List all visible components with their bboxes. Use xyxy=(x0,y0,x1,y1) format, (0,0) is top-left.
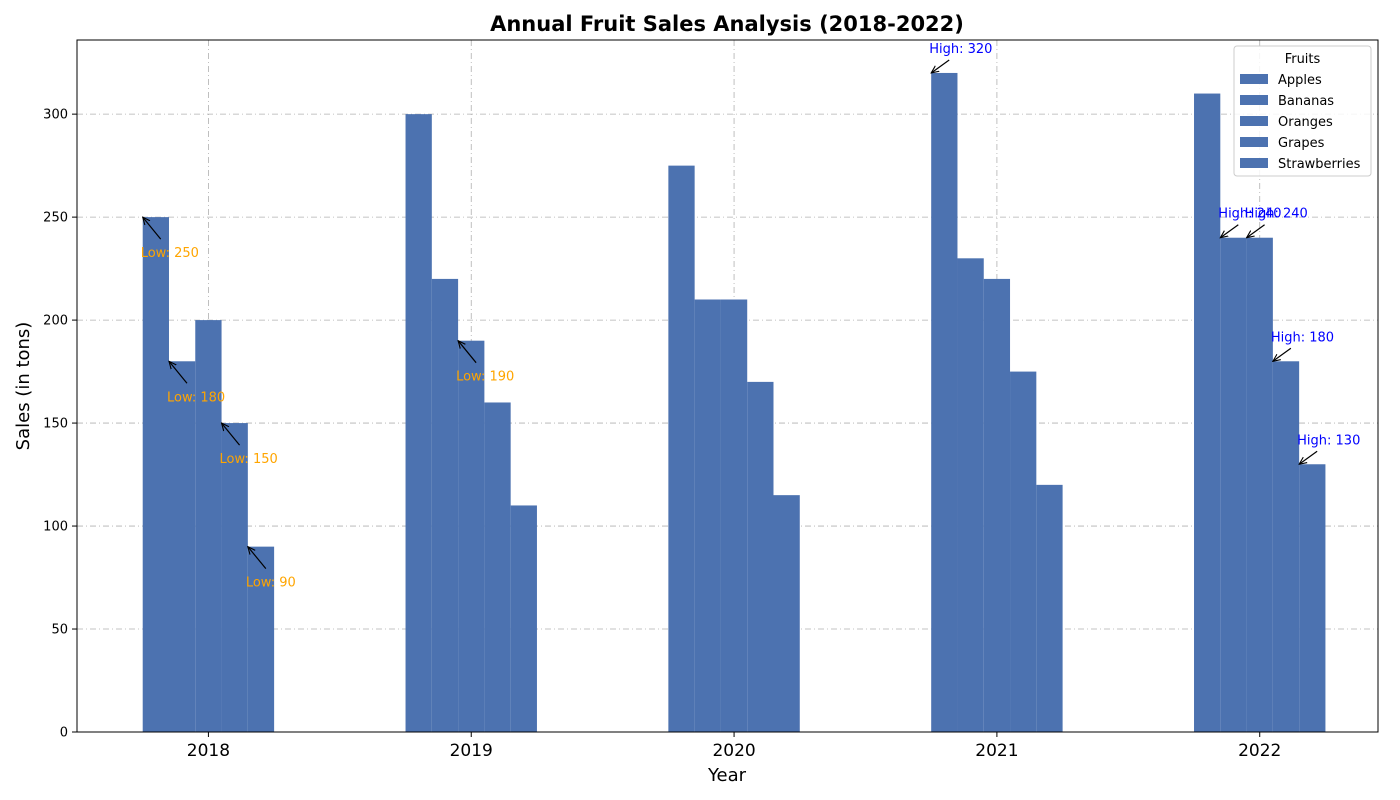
plot-frame xyxy=(76,39,1379,733)
bar-apples-2020 xyxy=(668,165,695,732)
x-tick-label: 2019 xyxy=(450,741,493,761)
x-tick-label: 2022 xyxy=(1238,741,1281,761)
y-tick-label: 300 xyxy=(43,108,68,123)
y-tick-label: 150 xyxy=(43,417,68,432)
annotation-arrow xyxy=(1299,450,1318,464)
bar-apples-2019 xyxy=(405,114,432,732)
bar-grapes-2021 xyxy=(1010,371,1037,732)
y-tick-label: 100 xyxy=(43,520,68,535)
annotation-label: High: 180 xyxy=(1271,330,1334,345)
annotation-arrow xyxy=(169,361,188,384)
legend-swatch xyxy=(1240,74,1268,84)
bar-oranges-2022 xyxy=(1246,237,1273,732)
annotation-arrow xyxy=(1220,224,1239,238)
bar-oranges-2018 xyxy=(195,320,222,732)
y-tick-label: 250 xyxy=(43,211,68,226)
annotation-arrow xyxy=(1273,347,1292,361)
legend-swatch xyxy=(1240,137,1268,147)
legend-swatch xyxy=(1240,116,1268,126)
annotation-arrow xyxy=(458,341,477,364)
legend-box xyxy=(1233,45,1372,177)
annotation-arrow xyxy=(931,59,950,73)
legend-swatch xyxy=(1240,95,1268,105)
annotation-label: Low: 90 xyxy=(246,576,296,591)
annotation-label: Low: 190 xyxy=(456,370,514,385)
x-tick-label: 2021 xyxy=(975,741,1018,761)
legend-entry-apples: Apples xyxy=(1278,73,1322,88)
x-tick-label: 2018 xyxy=(187,741,230,761)
bar-bananas-2021 xyxy=(957,258,984,732)
bar-strawberries-2018 xyxy=(247,546,275,732)
bar-strawberries-2020 xyxy=(773,495,800,732)
x-axis-label: Year xyxy=(707,765,747,786)
bar-strawberries-2022 xyxy=(1299,464,1326,732)
bar-bananas-2020 xyxy=(694,299,721,732)
bar-oranges-2019 xyxy=(458,340,485,732)
y-tick-label: 0 xyxy=(60,726,68,741)
bars xyxy=(142,72,1326,733)
bar-apples-2021 xyxy=(931,72,958,732)
bar-strawberries-2021 xyxy=(1036,484,1063,732)
bar-apples-2022 xyxy=(1194,93,1221,733)
annotations: Low: 250 Low: 180 Low: 150 Low: 90 Low: 190 H… xyxy=(141,42,1361,591)
bar-oranges-2020 xyxy=(720,299,748,732)
bar-apples-2018 xyxy=(142,217,169,733)
y-tick-label: 200 xyxy=(43,314,68,329)
axes: 0 50 100 150 200 250 300 2018 2019 2020 2021 2022 xyxy=(43,39,1379,761)
bar-grapes-2018 xyxy=(221,423,248,732)
x-tick-label: 2020 xyxy=(712,741,755,761)
legend: Fruits Apples Bananas Oranges Grapes Strawber… xyxy=(1233,45,1372,177)
annotation-label: High: 240 xyxy=(1245,207,1308,222)
legend-swatch xyxy=(1240,158,1268,168)
bar-bananas-2018 xyxy=(168,361,196,732)
annotation-label: Low: 180 xyxy=(167,390,225,405)
legend-entry-grapes: Grapes xyxy=(1278,136,1325,151)
bar-bananas-2019 xyxy=(431,278,459,732)
annotation-label: Low: 250 xyxy=(141,246,199,261)
bar-strawberries-2019 xyxy=(510,505,537,732)
legend-entry-oranges: Oranges xyxy=(1278,115,1333,130)
annotation-label: High: 320 xyxy=(929,42,992,57)
annotation-label: High: 130 xyxy=(1297,433,1360,448)
annotation-arrow xyxy=(1247,224,1265,238)
bar-grapes-2020 xyxy=(747,381,774,732)
annotation-arrow xyxy=(248,547,267,570)
legend-entry-bananas: Bananas xyxy=(1278,94,1334,109)
bar-oranges-2021 xyxy=(983,278,1011,732)
y-tick-label: 50 xyxy=(51,623,68,638)
bar-grapes-2019 xyxy=(484,402,511,732)
chart-title: Annual Fruit Sales Analysis (2018-2022) xyxy=(490,12,964,36)
annotation-label: Low: 150 xyxy=(220,452,278,467)
annotation-label: High: 240 xyxy=(1218,207,1281,222)
bar-bananas-2022 xyxy=(1220,237,1247,732)
legend-entry-strawberries: Strawberries xyxy=(1278,157,1361,172)
y-axis-label: Sales (in tons) xyxy=(13,322,34,451)
annotation-arrow xyxy=(143,217,162,240)
bar-grapes-2022 xyxy=(1272,361,1300,732)
legend-title: Fruits xyxy=(1285,52,1321,67)
annotation-arrow xyxy=(222,423,241,446)
